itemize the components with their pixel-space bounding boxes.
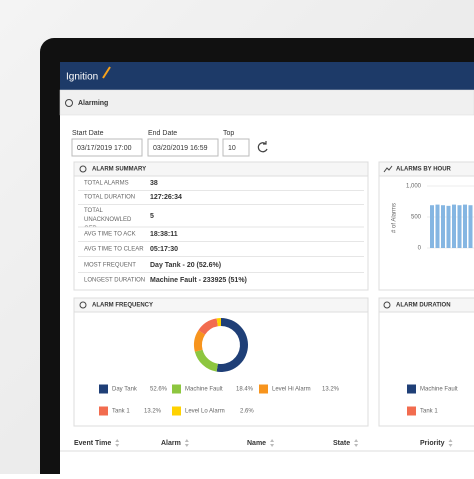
hour-header <box>378 161 474 177</box>
panel-title: ALARM DURATION <box>396 303 451 309</box>
y-tick-label: 1,000 <box>406 184 422 190</box>
summary-value: Machine Fault - 233925 (51%) <box>150 277 247 284</box>
clock-icon <box>79 301 87 309</box>
toolbar <box>59 89 474 116</box>
summary-label-box: TOTAL UNACKNOWLEDGED <box>84 208 132 227</box>
clock-icon <box>79 165 87 173</box>
summary-label: AVG TIME TO ACK <box>84 232 136 238</box>
legend-swatch <box>99 406 108 416</box>
clock-icon <box>65 99 73 107</box>
donut-slice <box>194 349 218 372</box>
legend-value: 2.6% <box>240 409 254 415</box>
legend-name: Tank 1 <box>420 409 438 415</box>
pie-icon <box>383 301 391 309</box>
legend-name: Machine Fault <box>185 387 223 393</box>
filter-label: Top <box>223 130 234 137</box>
panel-title: ALARM FREQUENCY <box>92 303 153 309</box>
legend-name: Level Hi Alarm <box>272 387 311 393</box>
bar <box>441 205 445 248</box>
summary-value: 5 <box>150 213 154 220</box>
logo: Ignition <box>66 72 98 83</box>
summary-value: 38 <box>150 180 158 187</box>
sort-icon[interactable] <box>354 439 359 447</box>
bar <box>452 204 456 248</box>
summary-label: AVG TIME TO CLEAR <box>84 247 144 253</box>
sort-icon[interactable] <box>184 439 189 447</box>
summary-label: TOTAL UNACKNOWLEDGED <box>84 208 132 227</box>
legend-value: 18.4% <box>236 387 254 393</box>
summary-value: 18:38:11 <box>150 231 178 238</box>
bar <box>457 205 462 248</box>
legend-swatch <box>172 406 181 416</box>
filter-value: 03/17/2019 17:00 <box>77 145 132 152</box>
filter-input[interactable] <box>222 138 250 157</box>
summary-label: TOTAL DURATION <box>84 195 135 201</box>
y-tick-label: 500 <box>411 215 422 221</box>
summary-label: LONGEST DURATION <box>84 278 145 284</box>
column-header[interactable]: Event Time <box>74 440 111 447</box>
panel-title: ALARM SUMMARY <box>92 167 146 173</box>
bar <box>435 204 440 248</box>
summary-value: Day Tank - 20 (52.6%) <box>150 262 221 269</box>
frequency-panel <box>73 297 369 427</box>
legend-swatch <box>407 406 416 416</box>
donut-slice <box>216 318 221 327</box>
legend-name: Day Tank <box>112 387 138 393</box>
legend-value: 13.2% <box>144 409 162 415</box>
legend-value: 13.2% <box>322 387 340 393</box>
filter-input[interactable] <box>147 138 219 157</box>
duration-panel <box>378 297 474 427</box>
legend-value: 52.6% <box>150 387 168 393</box>
sort-icon[interactable] <box>270 439 275 447</box>
bar <box>468 205 473 248</box>
bar <box>430 205 434 248</box>
summary-panel <box>73 161 369 291</box>
summary-value: 127:26:34 <box>150 194 182 201</box>
filter-value: 10 <box>228 145 236 152</box>
legend-name: Machine Fault <box>420 387 458 393</box>
y-axis-label: # of Alarms <box>392 203 398 233</box>
frequency-header <box>73 297 369 313</box>
panel-title: ALARMS BY HOUR <box>396 167 452 173</box>
legend-name: Level Lo Alarm <box>185 409 225 415</box>
column-header[interactable]: State <box>333 440 350 447</box>
filter-label: Start Date <box>72 130 104 137</box>
legend-swatch <box>259 384 268 394</box>
donut-slice <box>198 318 218 335</box>
refresh-icon[interactable] <box>257 141 268 153</box>
summary-label: TOTAL ALARMS <box>84 181 129 187</box>
column-header[interactable]: Alarm <box>161 440 181 447</box>
filter-label: End Date <box>148 130 177 137</box>
sort-icon[interactable] <box>115 439 120 447</box>
summary-header <box>73 161 369 177</box>
donut-slice <box>194 330 206 352</box>
column-header[interactable]: Name <box>247 440 266 447</box>
logo-mark <box>102 66 111 79</box>
duration-header <box>378 297 474 313</box>
bar <box>446 205 451 248</box>
legend-swatch <box>172 384 181 394</box>
filter-value: 03/20/2019 16:59 <box>153 145 208 152</box>
summary-label: MOST FREQUENT <box>84 263 136 269</box>
filter-input[interactable] <box>71 138 143 157</box>
bar <box>463 204 467 248</box>
legend-name: Tank 1 <box>112 409 130 415</box>
legend-swatch <box>99 384 108 394</box>
top-bar <box>60 62 474 90</box>
sort-icon[interactable] <box>448 439 453 447</box>
summary-value: 05:17:30 <box>150 246 178 253</box>
y-tick-label: 0 <box>418 246 422 252</box>
donut-slice <box>216 318 248 372</box>
trend-icon <box>383 165 393 173</box>
legend-swatch <box>407 384 416 394</box>
page-title: Alarming <box>78 100 108 107</box>
column-header[interactable]: Priority <box>420 440 445 447</box>
